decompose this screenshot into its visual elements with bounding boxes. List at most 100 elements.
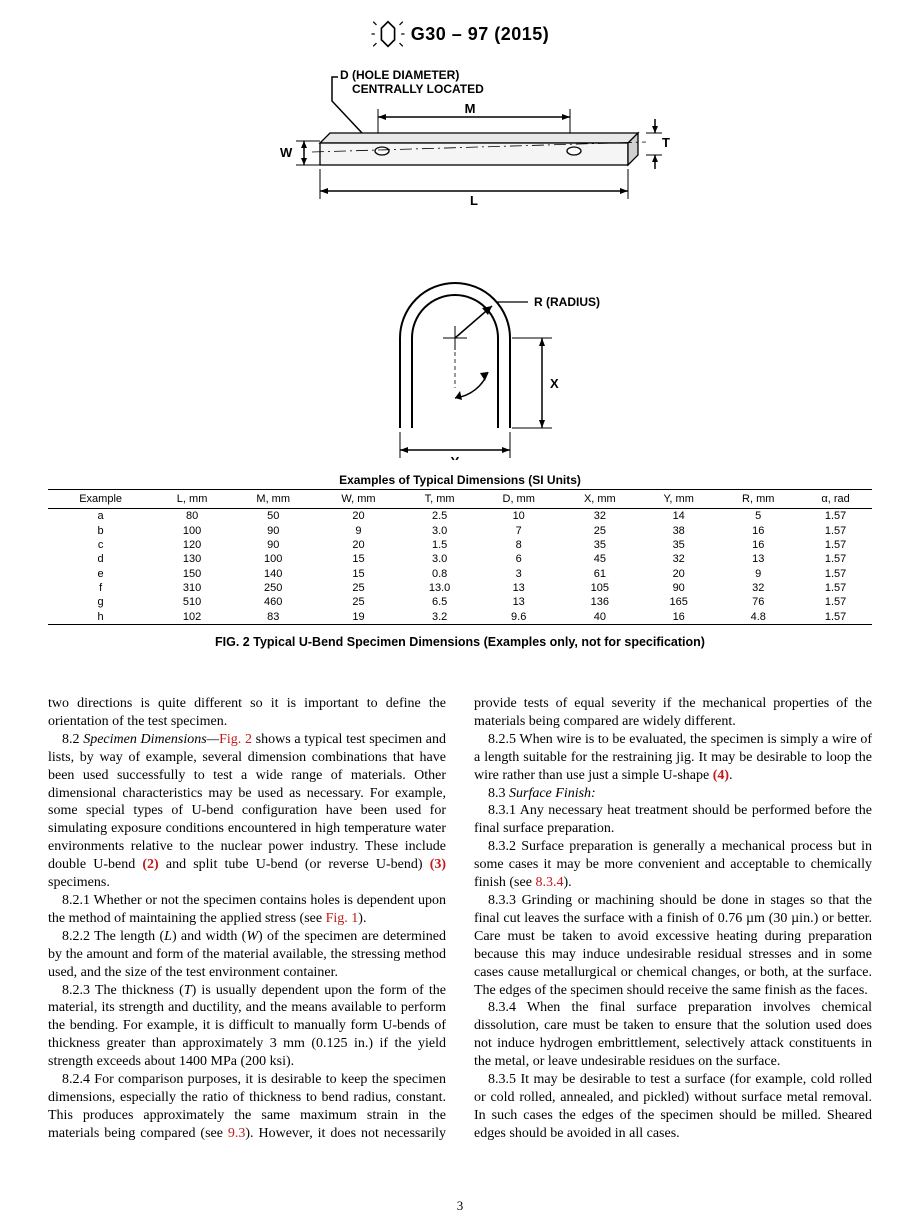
ref-2-link[interactable]: (2) xyxy=(142,857,158,872)
table-cell: 13 xyxy=(478,581,560,595)
table-row: d130100153.064532131.57 xyxy=(48,552,872,566)
table-cell: 3.0 xyxy=(401,523,477,537)
table-row: c12090201.583535161.57 xyxy=(48,538,872,552)
table-cell: d xyxy=(48,552,153,566)
table-cell: 100 xyxy=(153,523,231,537)
table-cell: 10 xyxy=(478,509,560,524)
table-cell: a xyxy=(48,509,153,524)
table-cell: 1.57 xyxy=(799,538,872,552)
table-cell: 45 xyxy=(560,552,640,566)
diagram-d-label-1: D (HOLE DIAMETER) xyxy=(340,68,459,82)
table-cell: 105 xyxy=(560,581,640,595)
table-row: a8050202.510321451.57 xyxy=(48,509,872,524)
ref-3-link[interactable]: (3) xyxy=(430,857,446,872)
table-cell: 100 xyxy=(231,552,316,566)
svg-text:M: M xyxy=(465,101,476,116)
table-cell: 13 xyxy=(478,595,560,609)
table-cell: 120 xyxy=(153,538,231,552)
dimensions-table: ExampleL, mmM, mmW, mmT, mmD, mmX, mmY, … xyxy=(48,489,872,625)
table-cell: 14 xyxy=(640,509,717,524)
table-cell: 310 xyxy=(153,581,231,595)
table-cell: 61 xyxy=(560,567,640,581)
table-cell: 90 xyxy=(231,538,316,552)
table-cell: 165 xyxy=(640,595,717,609)
table-cell: 15 xyxy=(316,567,402,581)
table-header-cell: M, mm xyxy=(231,490,316,509)
sec834-link[interactable]: 8.3.4 xyxy=(535,875,563,890)
table-cell: 32 xyxy=(560,509,640,524)
table-cell: 15 xyxy=(316,552,402,566)
svg-text:L: L xyxy=(470,193,478,208)
table-row: f3102502513.01310590321.57 xyxy=(48,581,872,595)
table-cell: 13 xyxy=(717,552,799,566)
table-header-cell: X, mm xyxy=(560,490,640,509)
table-cell: 136 xyxy=(560,595,640,609)
table-cell: 76 xyxy=(717,595,799,609)
table-cell: 16 xyxy=(717,538,799,552)
table-cell: 5 xyxy=(717,509,799,524)
table-cell: 35 xyxy=(560,538,640,552)
table-cell: 1.57 xyxy=(799,523,872,537)
table-header-cell: L, mm xyxy=(153,490,231,509)
ubend-diagram: R (RADIUS) X Y xyxy=(300,270,620,460)
table-cell: 50 xyxy=(231,509,316,524)
table-row: e150140150.83612091.57 xyxy=(48,567,872,581)
table-row: b1009093.072538161.57 xyxy=(48,523,872,537)
fig1-link[interactable]: Fig. 1 xyxy=(326,911,359,926)
table-cell: 1.57 xyxy=(799,552,872,566)
table-header-cell: Example xyxy=(48,490,153,509)
diagram-d-label-2: CENTRALLY LOCATED xyxy=(352,82,484,96)
table-cell: 1.57 xyxy=(799,595,872,609)
ref-4-link[interactable]: (4) xyxy=(713,768,729,783)
specimen-diagram: D (HOLE DIAMETER) CENTRALLY LOCATED M xyxy=(48,65,872,465)
table-cell: 25 xyxy=(560,523,640,537)
table-cell: 9 xyxy=(717,567,799,581)
svg-text:X: X xyxy=(550,376,559,391)
table-cell: 1.57 xyxy=(799,581,872,595)
table-cell: c xyxy=(48,538,153,552)
table-cell: 20 xyxy=(316,538,402,552)
table-cell: 2.5 xyxy=(401,509,477,524)
table-cell: 510 xyxy=(153,595,231,609)
table-cell: 32 xyxy=(640,552,717,566)
table-cell: 25 xyxy=(316,581,402,595)
table-cell: 40 xyxy=(560,610,640,625)
sec93-link[interactable]: 9.3 xyxy=(228,1126,246,1141)
table-cell: 90 xyxy=(640,581,717,595)
table-cell: 6.5 xyxy=(401,595,477,609)
table-title: Examples of Typical Dimensions (SI Units… xyxy=(48,473,872,487)
table-row: g510460256.513136165761.57 xyxy=(48,595,872,609)
table-cell: 20 xyxy=(640,567,717,581)
page-header: G30 – 97 (2015) xyxy=(48,20,872,53)
table-cell: 102 xyxy=(153,610,231,625)
table-cell: 80 xyxy=(153,509,231,524)
table-cell: 9.6 xyxy=(478,610,560,625)
table-cell: 250 xyxy=(231,581,316,595)
table-header-cell: T, mm xyxy=(401,490,477,509)
fig2-link[interactable]: Fig. 2 xyxy=(219,732,252,747)
table-cell: e xyxy=(48,567,153,581)
table-cell: 90 xyxy=(231,523,316,537)
astm-logo-icon xyxy=(371,20,405,48)
table-cell: 38 xyxy=(640,523,717,537)
svg-text:R (RADIUS): R (RADIUS) xyxy=(534,295,600,309)
table-cell: 16 xyxy=(717,523,799,537)
svg-text:W: W xyxy=(280,145,293,160)
table-cell: 13.0 xyxy=(401,581,477,595)
table-cell: 1.5 xyxy=(401,538,477,552)
table-cell: 3 xyxy=(478,567,560,581)
page-number: 3 xyxy=(0,1198,920,1214)
table-cell: 140 xyxy=(231,567,316,581)
table-header-cell: W, mm xyxy=(316,490,402,509)
body-text: two directions is quite different so it … xyxy=(48,695,872,1143)
table-cell: 4.8 xyxy=(717,610,799,625)
table-cell: 25 xyxy=(316,595,402,609)
table-cell: 1.57 xyxy=(799,567,872,581)
table-cell: 3.0 xyxy=(401,552,477,566)
table-header-cell: Y, mm xyxy=(640,490,717,509)
table-cell: f xyxy=(48,581,153,595)
svg-text:T: T xyxy=(662,135,670,150)
svg-text:Y: Y xyxy=(451,454,460,460)
table-cell: 20 xyxy=(316,509,402,524)
table-cell: 8 xyxy=(478,538,560,552)
